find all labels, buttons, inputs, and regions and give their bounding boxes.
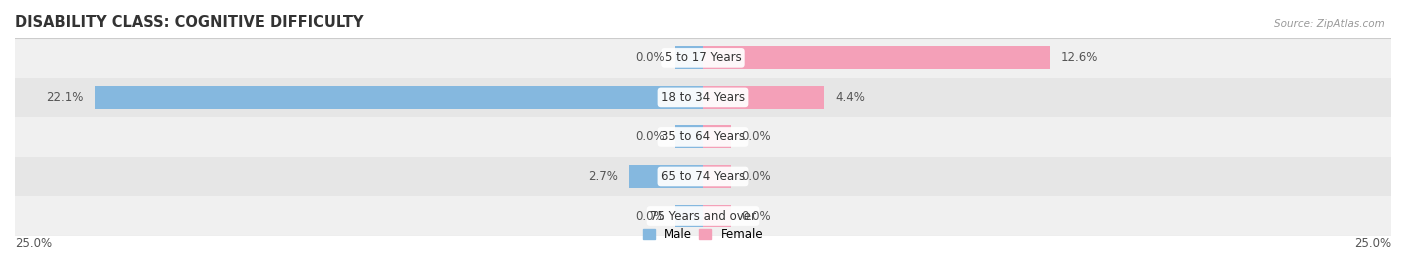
- Bar: [15, 157, 1391, 196]
- Bar: [703, 46, 1050, 69]
- Text: 0.0%: 0.0%: [741, 210, 770, 222]
- Bar: [15, 196, 1391, 236]
- Text: 75 Years and over: 75 Years and over: [650, 210, 756, 222]
- Bar: [15, 117, 1391, 157]
- Text: 2.7%: 2.7%: [588, 170, 617, 183]
- Text: 5 to 17 Years: 5 to 17 Years: [665, 51, 741, 64]
- Text: 0.0%: 0.0%: [636, 130, 665, 143]
- Legend: Male, Female: Male, Female: [638, 223, 768, 246]
- Text: 35 to 64 Years: 35 to 64 Years: [661, 130, 745, 143]
- Text: 65 to 74 Years: 65 to 74 Years: [661, 170, 745, 183]
- Bar: [703, 126, 731, 149]
- Text: Source: ZipAtlas.com: Source: ZipAtlas.com: [1274, 19, 1385, 29]
- Text: 0.0%: 0.0%: [741, 130, 770, 143]
- Text: 25.0%: 25.0%: [1354, 237, 1391, 249]
- Bar: [703, 205, 731, 227]
- Bar: [94, 86, 703, 109]
- Bar: [628, 165, 703, 188]
- Text: 0.0%: 0.0%: [636, 210, 665, 222]
- Text: 0.0%: 0.0%: [741, 170, 770, 183]
- Bar: [675, 46, 703, 69]
- Text: 4.4%: 4.4%: [835, 91, 865, 104]
- Bar: [703, 86, 824, 109]
- Text: 18 to 34 Years: 18 to 34 Years: [661, 91, 745, 104]
- Bar: [15, 38, 1391, 78]
- Bar: [15, 78, 1391, 117]
- Bar: [703, 165, 731, 188]
- Text: 12.6%: 12.6%: [1060, 51, 1098, 64]
- Text: 25.0%: 25.0%: [15, 237, 52, 249]
- Text: DISABILITY CLASS: COGNITIVE DIFFICULTY: DISABILITY CLASS: COGNITIVE DIFFICULTY: [15, 15, 364, 30]
- Text: 22.1%: 22.1%: [46, 91, 84, 104]
- Bar: [675, 126, 703, 149]
- Text: 0.0%: 0.0%: [636, 51, 665, 64]
- Bar: [675, 205, 703, 227]
